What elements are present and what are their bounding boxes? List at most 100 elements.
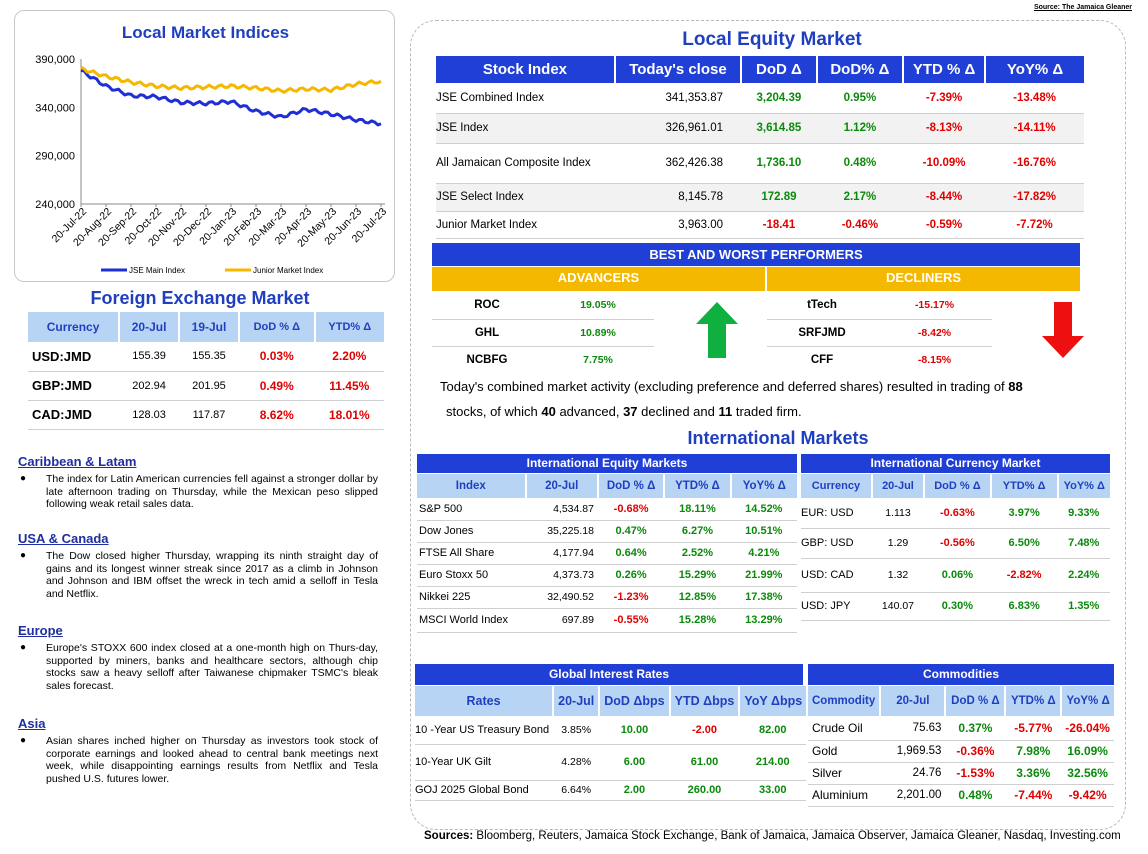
summary-advanced: 40 xyxy=(541,404,556,419)
commodities-value-cell: -1.53% xyxy=(945,762,1006,785)
intl_currency-header-cell: Currency xyxy=(801,474,873,498)
fx-title: Foreign Exchange Market xyxy=(90,288,310,308)
intl_currency-header-cell: 20-Jul xyxy=(871,474,926,498)
commodities-value-cell: 0.48% xyxy=(945,784,1006,807)
equity-header-cell: Today's close xyxy=(614,56,743,83)
advancers-row: GHL 10.89% xyxy=(432,319,654,346)
commodities-header-cell: 20-Jul xyxy=(880,686,947,716)
intl_currency-value-cell: 6.83% xyxy=(990,592,1058,621)
fx-value-cell: 8.62% xyxy=(238,400,315,430)
intl_currency-value-cell: 6.50% xyxy=(990,528,1058,559)
rates-value-cell: 4.28% xyxy=(553,744,600,781)
equity-index-name: JSE Select Index xyxy=(436,183,615,212)
news-text: Asian shares inched higher on Thursday a… xyxy=(46,735,378,785)
advancers-row: ROC 19.05% xyxy=(432,292,654,319)
bullet-icon: ● xyxy=(20,735,27,746)
intl_equity-row: Euro Stoxx 50 4,373.73 0.26% 15.29% 21.99% xyxy=(417,564,797,587)
intl_currency-value-cell: 1.35% xyxy=(1057,592,1110,621)
summary-text-4: declined and xyxy=(637,404,719,419)
news-item: Caribbean & Latam ● The index for Latin Am… xyxy=(18,454,378,511)
summary-text-3: advanced, xyxy=(555,404,624,419)
intl_equity-value-cell: 15.29% xyxy=(664,564,731,587)
equity-value-cell: -14.11% xyxy=(985,113,1084,144)
news-heading-link[interactable]: Caribbean & Latam xyxy=(18,454,137,469)
equity-row: JSE Select Index 8,145.78 172.89 2.17% -8.44… xyxy=(436,183,1084,212)
equity-value-cell: -8.13% xyxy=(903,113,986,144)
y-tick-label: 290,000 xyxy=(35,151,75,163)
rates-value-cell: 61.00 xyxy=(669,744,740,781)
news-heading-link[interactable]: Asia xyxy=(18,716,46,731)
equity-header-row: Stock Index Today's close DoD Δ DoD% Δ YTD %… xyxy=(436,56,1084,83)
intl_currency-header-cell: YTD% Δ xyxy=(990,474,1059,498)
footer-label: Sources: xyxy=(424,830,474,842)
intl_currency-value-cell: 9.33% xyxy=(1057,498,1110,529)
decliners-row: SRFJMD -8.42% xyxy=(767,319,992,346)
news-heading-link[interactable]: Europe xyxy=(18,623,63,638)
equity-value-cell: -18.41 xyxy=(741,211,817,239)
intl_equity-name-cell: Euro Stoxx 50 xyxy=(417,564,526,587)
intl_equity-name-cell: Nikkei 225 xyxy=(417,586,526,609)
news-item: USA & Canada ● The Dow closed higher Thurs… xyxy=(18,531,378,600)
fx-value-cell: 128.03 xyxy=(119,400,180,430)
rates-table: Rates 20-Jul DoD Δbps YTD Δbps YoY Δbps 10 -Y… xyxy=(415,686,807,801)
decliners-change: -8.15% xyxy=(917,353,952,366)
rates-value-cell: 33.00 xyxy=(739,780,807,801)
commodities-header-cell: DoD % Δ xyxy=(945,686,1007,716)
fx-value-cell: 2.20% xyxy=(314,342,384,372)
intl_currency-row: GBP: USD 1.29 -0.56% 6.50% 7.48% xyxy=(801,528,1110,559)
intl_currency-value-cell: -2.82% xyxy=(990,558,1058,593)
y-tick-label: 390,000 xyxy=(35,54,75,66)
summary-firm: 11 xyxy=(718,404,733,419)
intl_equity-value-cell: -0.68% xyxy=(597,498,665,521)
fx-value-cell: 0.49% xyxy=(238,371,315,401)
intl_currency-value-cell: 0.30% xyxy=(924,592,991,621)
intl_equity-value-cell: 0.47% xyxy=(597,520,665,543)
intl_currency-value-cell: 140.07 xyxy=(871,592,925,621)
fx-currency-cell: GBP:JMD xyxy=(28,371,120,401)
rates-value-cell: 214.00 xyxy=(739,744,807,781)
intl_equity-value-cell: 4,373.73 xyxy=(525,564,598,587)
news-text: The index for Latin American currencies … xyxy=(46,473,378,510)
equity-index-name: JSE Combined Index xyxy=(436,83,615,114)
intl_equity-value-cell: 4,534.87 xyxy=(525,498,598,521)
intl_equity-value-cell: -1.23% xyxy=(597,586,665,609)
fx-value-cell: 202.94 xyxy=(119,371,180,401)
equity-value-cell: -16.76% xyxy=(985,143,1084,184)
commodities-value-cell: 16.09% xyxy=(1061,740,1114,763)
intl_currency-value-cell: 1.113 xyxy=(871,498,925,529)
rates-row: 10-Year UK Gilt 4.28% 6.00 61.00 214.00 xyxy=(415,744,807,781)
intl_equity-row: MSCI World Index 697.89 -0.55% 15.28% 13.29% xyxy=(417,608,797,633)
commodities-value-cell: 75.63 xyxy=(880,716,946,741)
commodities-row: Silver 24.76 -1.53% 3.36% 32.56% xyxy=(808,762,1114,785)
fx-currency-cell: USD:JMD xyxy=(28,342,120,372)
intl_equity-value-cell: 17.38% xyxy=(730,586,797,609)
advancers-row: NCBFG 7.75% xyxy=(432,346,654,373)
advancers-table: ROC 19.05% GHL 10.89% NCBFG 7.75% xyxy=(432,292,654,373)
intl_equity-name-cell: Dow Jones xyxy=(417,520,526,543)
commodities-value-cell: 0.37% xyxy=(945,716,1006,741)
decliners-change: -8.42% xyxy=(917,326,952,339)
commodities-header-cell: YTD% Δ xyxy=(1005,686,1063,716)
rates-value-cell: 10.00 xyxy=(599,716,670,745)
equity-header-cell: YoY% Δ xyxy=(1006,61,1064,78)
equity-row: Junior Market Index 3,963.00 -18.41 -0.46% -… xyxy=(436,211,1084,239)
rates-name-cell: 10 -Year US Treasury Bond xyxy=(415,716,554,745)
summary-text-5: traded firm. xyxy=(732,404,802,419)
commodities-name-cell: Silver xyxy=(808,762,881,785)
fx-header-cell: 19-Jul xyxy=(179,312,240,342)
rates-header-cell: Rates xyxy=(415,686,555,716)
intl_equity-name-cell: S&P 500 xyxy=(417,498,526,521)
performers-header: BEST AND WORST PERFORMERS xyxy=(432,243,1080,266)
rates-header-cell: 20-Jul xyxy=(553,686,601,716)
commodities-value-cell: 1,969.53 xyxy=(880,740,946,763)
equity-index-name: JSE Index xyxy=(436,113,615,144)
decliners-symbol: CFF xyxy=(810,353,834,366)
legend-label: JSE Main Index xyxy=(129,266,185,275)
news-heading-link[interactable]: USA & Canada xyxy=(18,531,109,546)
intl_equity-value-cell: 6.27% xyxy=(664,520,731,543)
decliners-change: -15.17% xyxy=(914,299,955,312)
fx-header-cell: Currency xyxy=(28,312,121,342)
intl_equity-value-cell: 14.52% xyxy=(730,498,797,521)
equity-value-cell: 2.17% xyxy=(816,183,904,212)
fx-value-cell: 155.35 xyxy=(179,342,239,372)
